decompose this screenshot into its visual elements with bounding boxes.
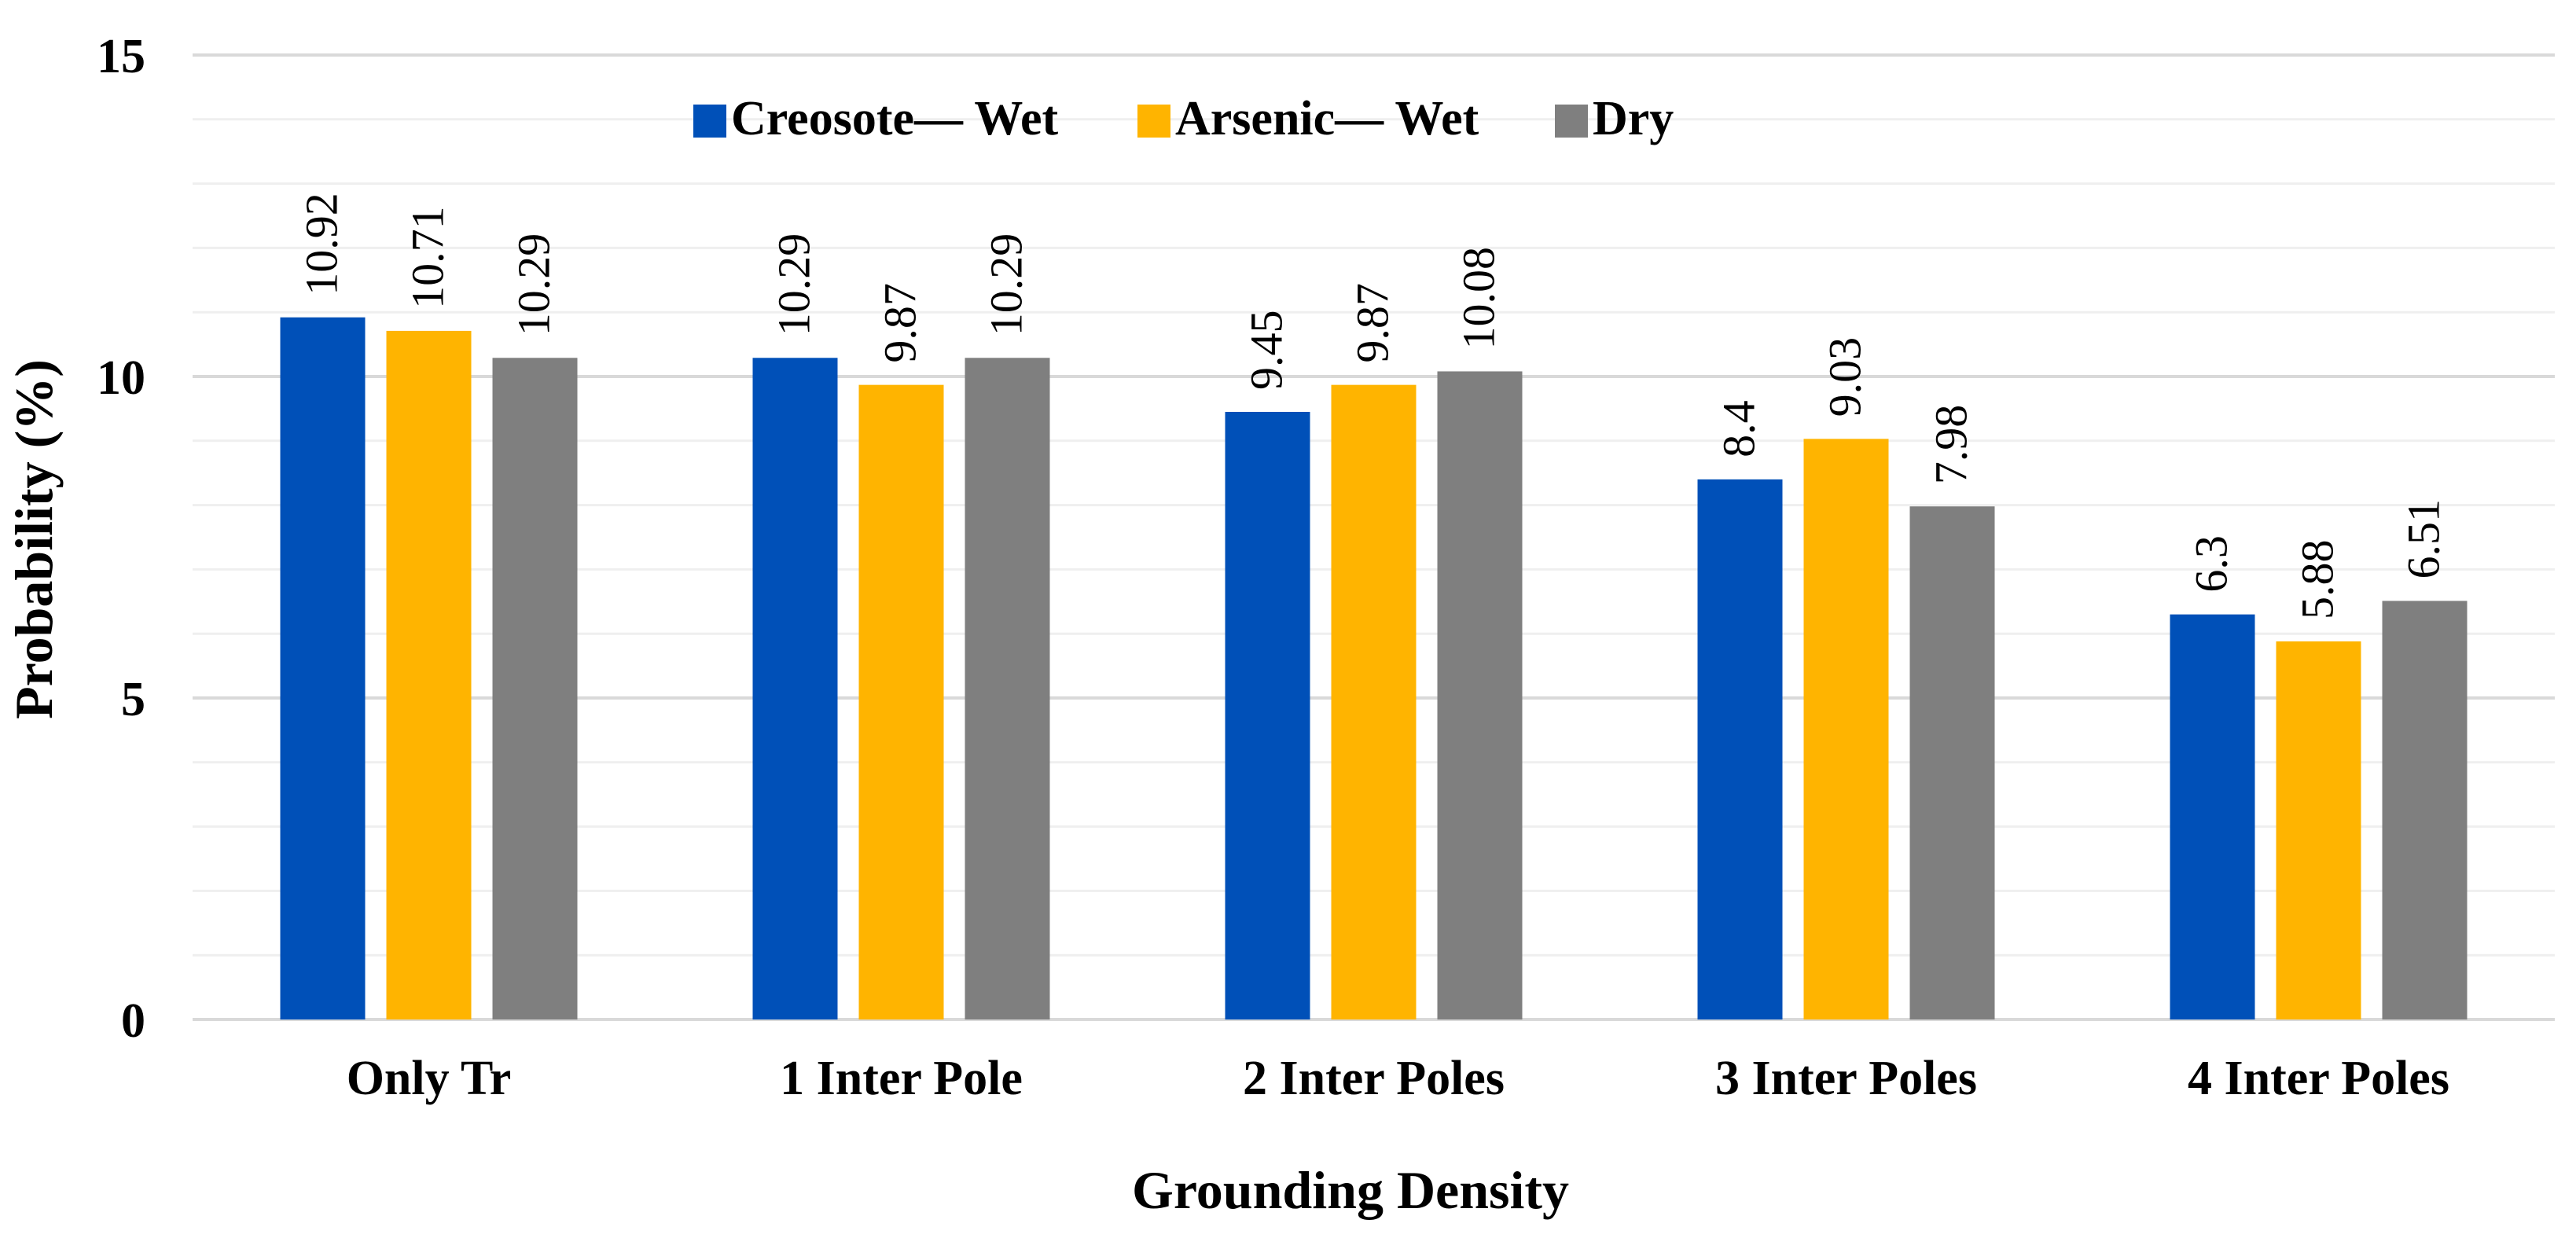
legend-swatch xyxy=(1555,105,1588,138)
y-tick-label: 5 xyxy=(121,673,145,726)
bar xyxy=(2382,601,2468,1019)
data-label: 10.29 xyxy=(509,233,560,336)
axes: 0 5 10 15 Only Tr 1 Inter Pole 2 Inter Poles 3 … xyxy=(97,30,2555,1105)
bar xyxy=(1437,371,1523,1019)
bar xyxy=(2276,641,2361,1019)
legend: Creosote— Wet Arsenic— Wet Dry xyxy=(693,92,1674,145)
data-label: 7.98 xyxy=(1926,405,1977,485)
bar xyxy=(2170,614,2255,1019)
y-tick-label: 10 xyxy=(97,351,145,405)
bar xyxy=(752,358,838,1019)
data-label: 10.92 xyxy=(296,193,347,296)
data-label: 5.88 xyxy=(2292,540,2343,620)
y-tick-label: 15 xyxy=(97,30,145,83)
bar xyxy=(280,317,366,1019)
bar xyxy=(1909,506,1995,1019)
bar xyxy=(1225,411,1310,1019)
data-label: 9.45 xyxy=(1241,310,1292,390)
data-label: 9.03 xyxy=(1820,337,1871,417)
x-tick-label: 4 Inter Poles xyxy=(2188,1052,2449,1105)
bar xyxy=(1803,439,1889,1019)
y-axis-title: Probability (%) xyxy=(4,359,64,719)
bar xyxy=(858,384,944,1019)
data-label: 10.29 xyxy=(981,233,1032,336)
bar xyxy=(386,330,472,1019)
bar xyxy=(1331,384,1417,1019)
legend-swatch xyxy=(1137,105,1170,138)
data-label: 6.51 xyxy=(2398,499,2449,579)
legend-swatch xyxy=(693,105,726,138)
bar xyxy=(492,358,578,1019)
data-label: 10.08 xyxy=(1453,247,1505,350)
data-label: 10.29 xyxy=(769,233,820,336)
y-tick-label: 0 xyxy=(121,994,145,1048)
x-tick-label: 3 Inter Poles xyxy=(1715,1052,1977,1105)
data-label: 6.3 xyxy=(2186,535,2237,593)
data-labels: 10.92 10.71 10.29 10.29 9.87 10.29 9.45 9.87 10.… xyxy=(296,193,2449,619)
bar xyxy=(1697,479,1783,1019)
x-tick-label: 2 Inter Poles xyxy=(1243,1052,1505,1105)
bars xyxy=(280,317,2468,1019)
x-tick-label: 1 Inter Pole xyxy=(780,1052,1023,1105)
x-tick-label: Only Tr xyxy=(347,1052,512,1105)
data-label: 9.87 xyxy=(875,283,926,363)
legend-label: Dry xyxy=(1593,92,1674,145)
bar xyxy=(965,358,1050,1019)
data-label: 8.4 xyxy=(1714,400,1765,457)
data-label: 9.87 xyxy=(1347,283,1398,363)
data-label: 10.71 xyxy=(402,206,454,309)
legend-label: Creosote— Wet xyxy=(731,92,1058,145)
x-axis-title: Grounding Density xyxy=(1132,1160,1569,1220)
legend-label: Arsenic— Wet xyxy=(1175,92,1479,145)
